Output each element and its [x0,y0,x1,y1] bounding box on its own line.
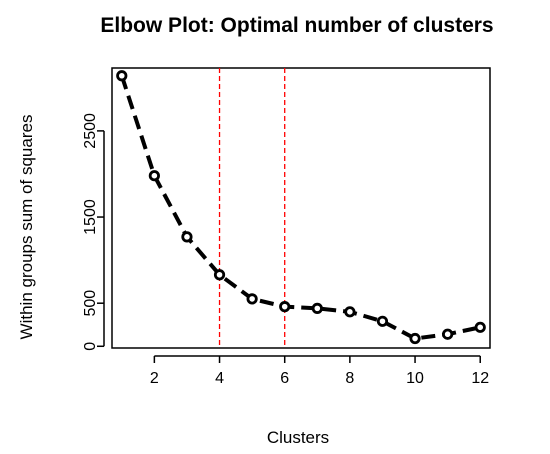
x-axis-label: Clusters [267,428,329,447]
series-line-0 [119,75,481,341]
y-tick-label-500: 500 [82,290,99,317]
data-point-11 [442,328,454,340]
data-point-1 [116,70,128,82]
data-point-2 [148,170,160,182]
chart-title: Elbow Plot: Optimal number of clusters [100,14,493,37]
data-point-12 [474,321,486,333]
series-layer [116,70,486,345]
x-tick-label-12: 12 [471,370,489,387]
y-tick-label-0: 0 [82,342,99,351]
plot-area-box [111,67,491,349]
data-point-10 [409,332,421,345]
data-point-5 [246,293,258,305]
x-tick-label-10: 10 [406,370,424,387]
y-tick-label-2500: 2500 [82,113,99,149]
x-tick-label-4: 4 [215,370,224,387]
reference-lines [218,68,286,348]
data-point-7 [311,302,323,314]
data-point-9 [376,315,389,327]
data-point-4 [213,269,226,281]
x-axis: 2 4 6 8 10 12 [150,355,489,387]
y-axis: 0 500 1500 2500 [82,113,105,351]
y-axis-label: Within groups sum of squares [17,115,36,340]
data-point-3 [181,231,193,243]
data-point-8 [344,306,356,318]
x-tick-label-6: 6 [280,370,289,387]
data-point-6 [279,301,291,313]
y-tick-label-1500: 1500 [82,199,99,235]
x-tick-label-2: 2 [150,370,159,387]
x-tick-label-8: 8 [345,370,354,387]
